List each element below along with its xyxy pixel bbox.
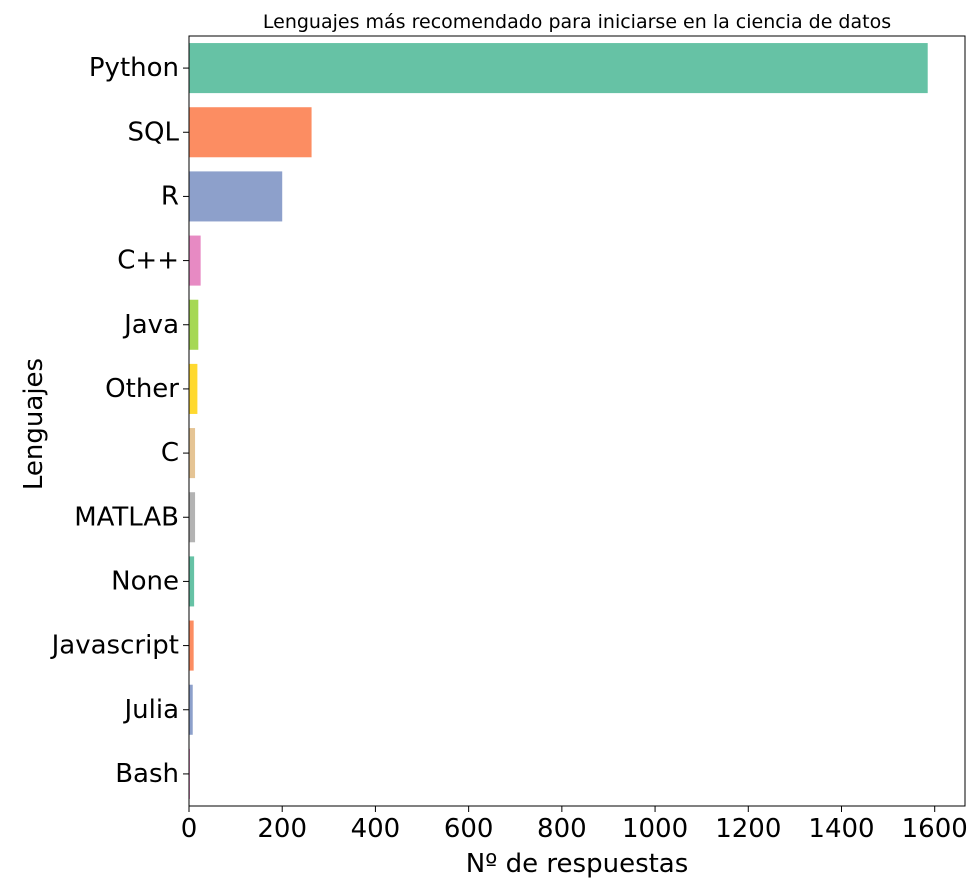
x-tick-label-1200: 1200 (715, 814, 781, 844)
x-tick-label-1400: 1400 (808, 814, 874, 844)
bar-python (189, 43, 928, 94)
bar-other (189, 363, 198, 414)
axes-group (188, 35, 966, 807)
x-tick-label-1600: 1600 (902, 814, 968, 844)
y-tick-label-python: Python (89, 53, 179, 83)
x-ticks-group: 0 200 400 600 800 1000 1200 1400 1600 (181, 806, 968, 844)
x-tick-label-0: 0 (181, 814, 198, 844)
y-tick-label-none: None (111, 566, 179, 596)
y-tick-label-r: R (161, 181, 179, 211)
y-tick-label-java: Java (122, 310, 179, 340)
x-tick-label-1000: 1000 (622, 814, 688, 844)
y-tick-label-matlab: MATLAB (74, 502, 179, 532)
x-tick-label-800: 800 (537, 814, 587, 844)
bar-r (189, 171, 283, 222)
bar-javascript (189, 620, 194, 671)
y-tick-label-bash: Bash (115, 759, 179, 789)
y-axis-label: Lenguajes (19, 358, 49, 490)
x-tick-label-200: 200 (257, 814, 307, 844)
x-tick-label-400: 400 (351, 814, 401, 844)
y-ticks-group: Python SQL R C++ Java Other C MATLAB None Javascr… (50, 53, 189, 789)
x-tick-label-600: 600 (444, 814, 494, 844)
y-tick-label-other: Other (105, 374, 179, 404)
chart-title: Lenguajes más recomendado para iniciarse… (263, 11, 891, 33)
x-axis-label: Nº de respuestas (466, 849, 689, 879)
bar-c (189, 235, 201, 286)
y-tick-label-javascript: Javascript (50, 631, 179, 661)
bar-c (189, 428, 196, 479)
bar-matlab (189, 492, 196, 543)
bar-none (189, 556, 195, 607)
y-tick-label-julia: Julia (122, 695, 179, 725)
y-tick-label-c: C (161, 438, 179, 468)
bar-sql (189, 107, 312, 158)
y-tick-label-sql: SQL (128, 117, 180, 147)
bar-java (189, 299, 199, 350)
y-tick-label-c: C++ (117, 246, 179, 276)
plot-frame (188, 35, 966, 807)
bar-julia (189, 684, 193, 735)
bars-group (189, 43, 928, 799)
